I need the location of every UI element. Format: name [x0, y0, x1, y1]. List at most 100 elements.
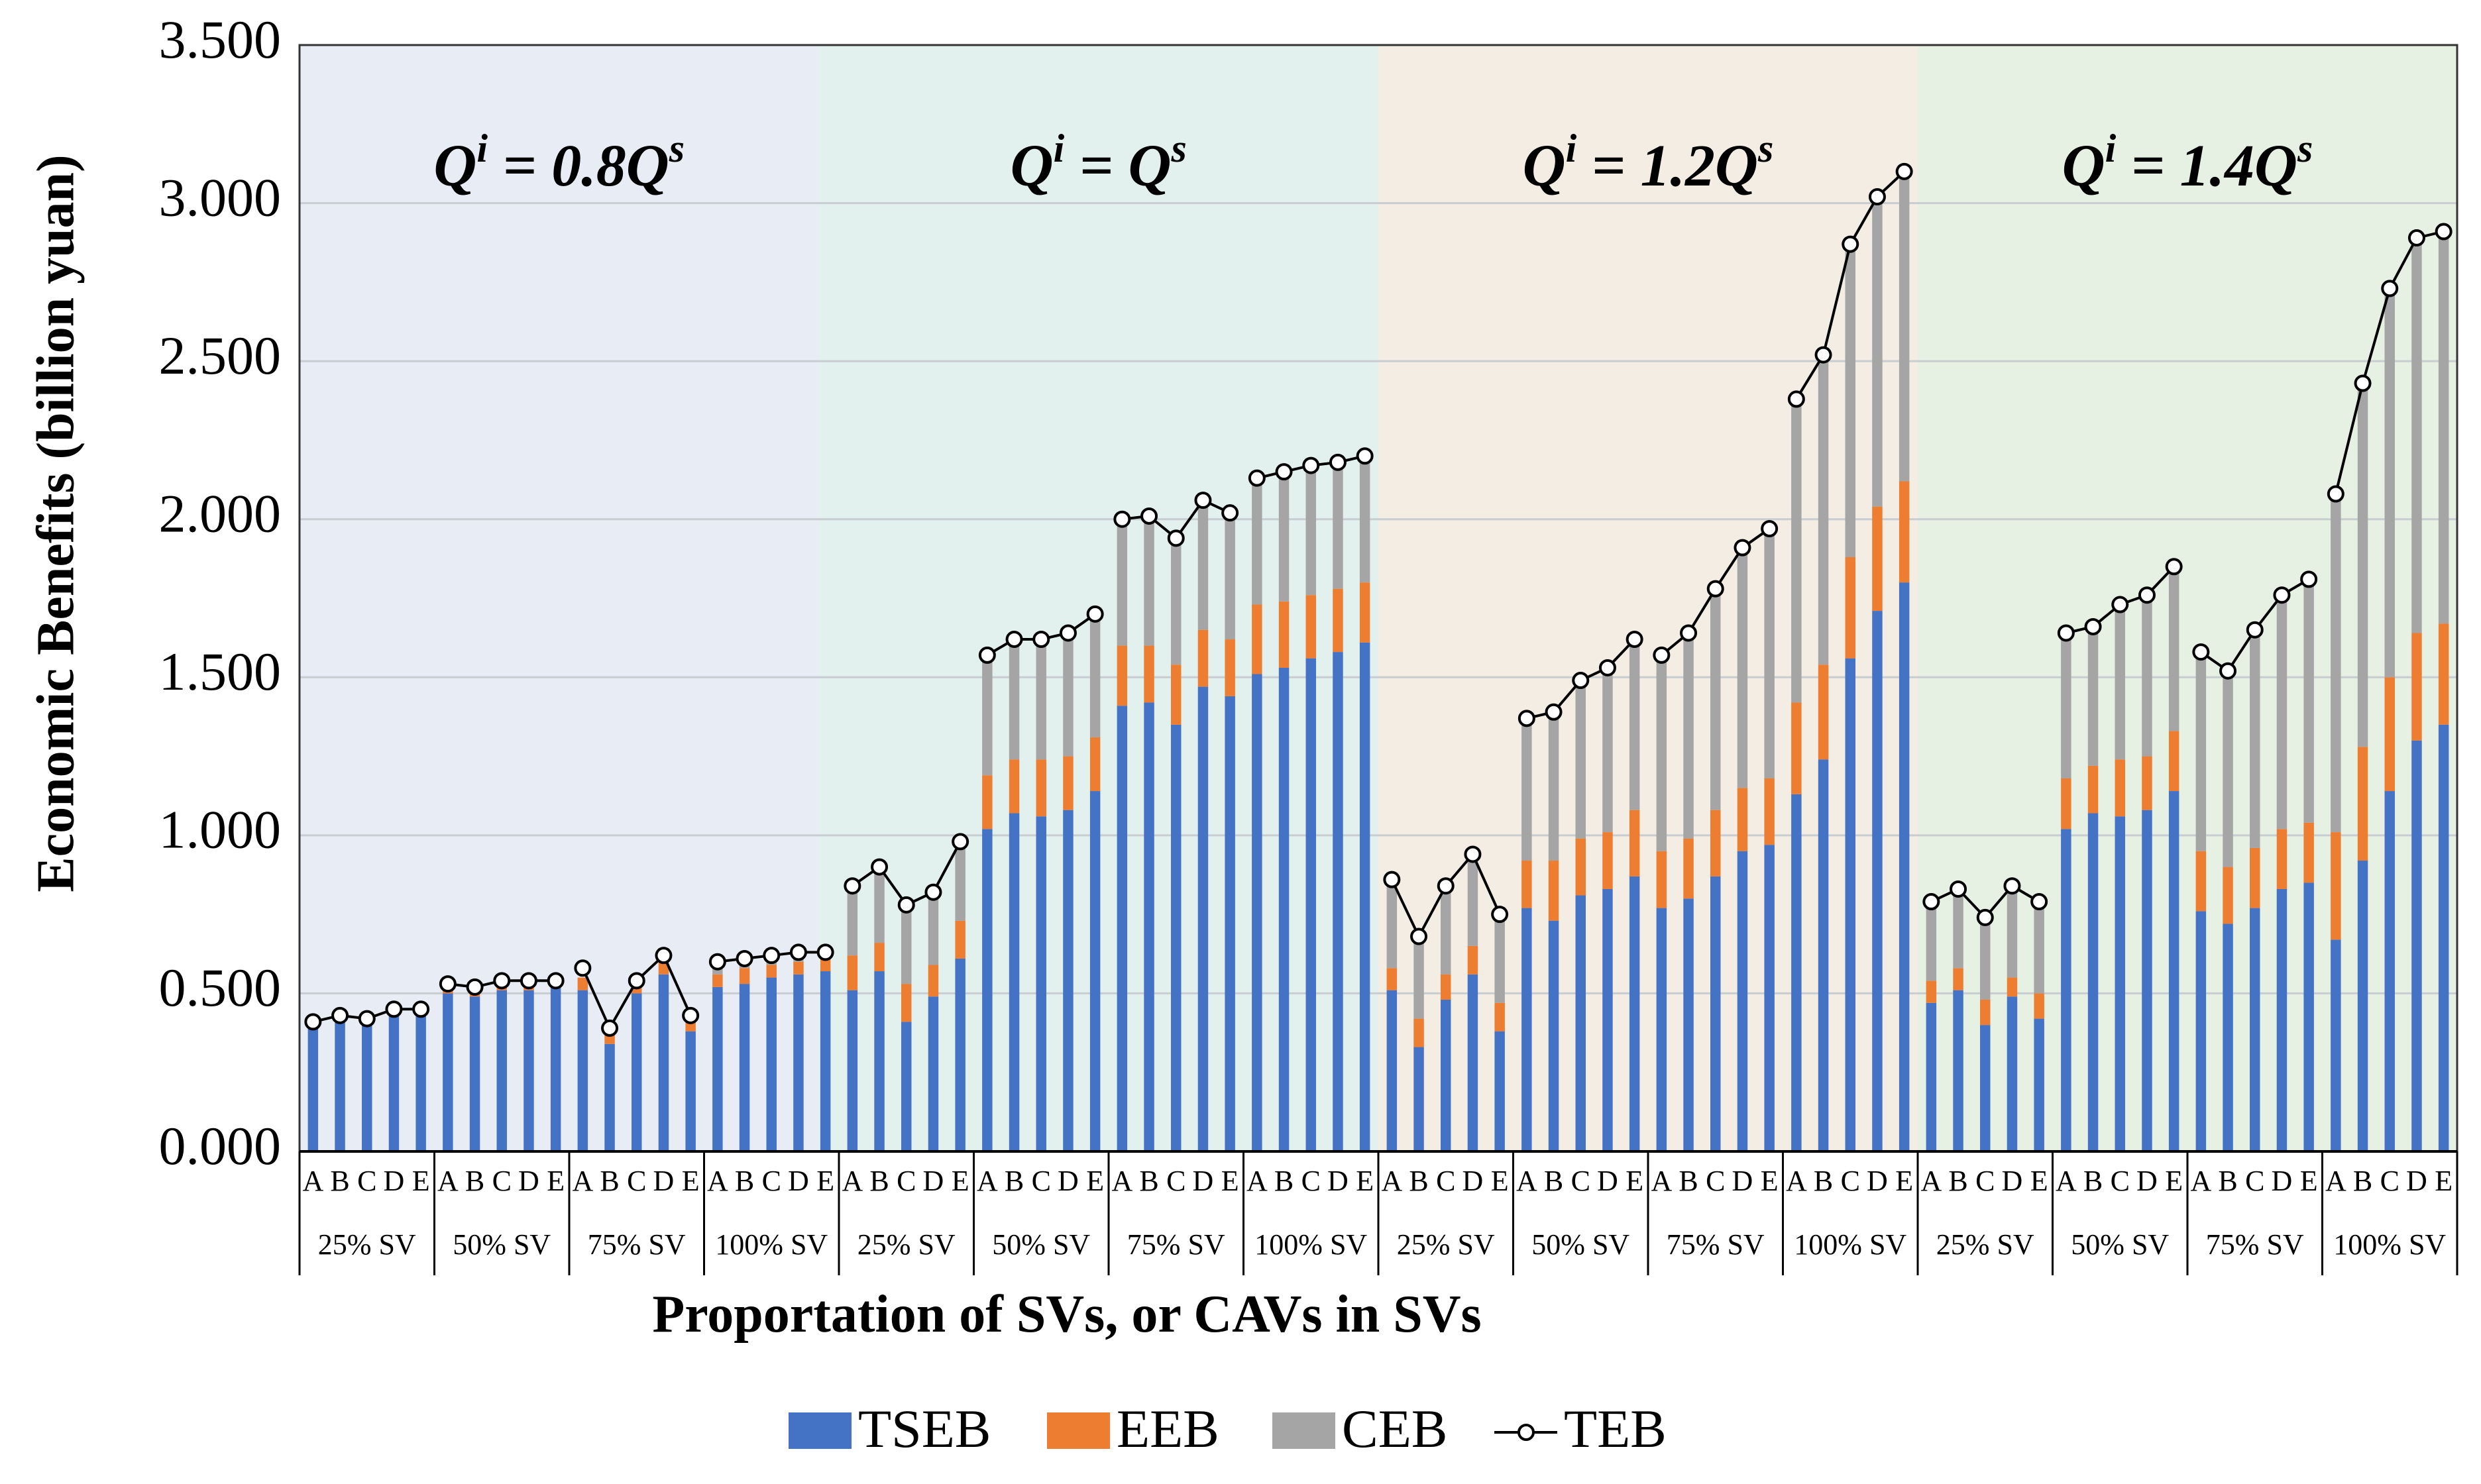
- category-label: C: [2111, 1165, 2130, 1197]
- category-label: E: [1626, 1165, 1643, 1197]
- bar-tseb: [1845, 658, 1855, 1151]
- bar-tseb: [1467, 974, 1478, 1151]
- bar-tseb: [415, 1012, 426, 1151]
- y-tick-label: 3.500: [159, 9, 282, 70]
- bar-tseb: [1791, 794, 1802, 1151]
- bar-ceb: [1656, 661, 1667, 851]
- category-label: E: [1761, 1165, 1779, 1197]
- bar-eeb: [2061, 778, 2071, 829]
- teb-marker: [1545, 703, 1563, 721]
- category-label: A: [1516, 1165, 1537, 1197]
- bar-eeb: [1333, 588, 1343, 653]
- category-label: A: [1381, 1165, 1402, 1197]
- bar-tseb: [1036, 816, 1046, 1151]
- teb-marker: [1814, 346, 1832, 364]
- teb-marker: [763, 947, 781, 965]
- bar-tseb: [577, 990, 588, 1151]
- category-label: D: [384, 1165, 405, 1197]
- x-axis-title: Proportation of SVs, or CAVs in SVs: [652, 1285, 1481, 1344]
- bar-tseb: [1171, 724, 1182, 1151]
- teb-marker: [547, 972, 565, 990]
- teb-marker: [1653, 646, 1671, 664]
- category-label: B: [600, 1165, 619, 1197]
- bar-ceb: [1548, 712, 1559, 861]
- teb-marker: [2192, 643, 2210, 661]
- bar-tseb: [1278, 667, 1290, 1151]
- legend-label-tseb: TSEB: [858, 1399, 991, 1459]
- bar-eeb: [1171, 664, 1182, 725]
- bar-tseb: [550, 986, 561, 1151]
- bar-eeb: [2223, 867, 2233, 924]
- bar-ceb: [2411, 238, 2422, 633]
- bar-ceb: [1171, 541, 1182, 665]
- category-label: B: [1948, 1165, 1967, 1197]
- bar-eeb: [847, 955, 858, 990]
- bar-tseb: [1359, 642, 1370, 1151]
- bar-ceb: [1953, 888, 1963, 969]
- scenario-labels: Qi = 0.8Qs Qi = Qs Qi = 1.2Qs Qi = 1.4Qs: [433, 127, 2313, 199]
- bar-ceb: [1737, 547, 1748, 788]
- teb-marker: [439, 975, 457, 993]
- legend-label-ceb: CEB: [1342, 1399, 1447, 1459]
- category-label: D: [2002, 1165, 2023, 1197]
- category-label: C: [1706, 1165, 1725, 1197]
- bar-ceb: [1333, 462, 1343, 589]
- category-label: A: [1246, 1165, 1268, 1197]
- legend-swatch-teb-marker: [1517, 1424, 1535, 1441]
- category-label: C: [357, 1165, 376, 1197]
- bar-tseb: [1683, 898, 1694, 1151]
- bar-eeb: [685, 1022, 696, 1032]
- bar-ceb: [847, 886, 858, 956]
- teb-marker: [2381, 280, 2399, 297]
- category-label: B: [1274, 1165, 1294, 1197]
- bar-eeb: [1764, 778, 1775, 845]
- teb-marker: [520, 972, 537, 990]
- scenario-label-3: Qi = 1.2Qs: [1523, 127, 1774, 199]
- bar-ceb: [2276, 592, 2288, 829]
- bar-ceb: [1441, 886, 1451, 975]
- teb-marker: [358, 1010, 376, 1028]
- bar-tseb: [2276, 888, 2288, 1151]
- teb-marker: [844, 877, 861, 895]
- category-label: C: [1571, 1165, 1590, 1197]
- bar-tseb: [1575, 895, 1586, 1151]
- teb-marker: [2030, 893, 2048, 911]
- bar-tseb: [388, 1015, 400, 1151]
- teb-marker: [1221, 504, 1239, 522]
- group-label: 75% SV: [588, 1228, 686, 1261]
- bar-ceb: [2142, 595, 2152, 757]
- group-label: 75% SV: [2206, 1228, 2304, 1261]
- teb-marker: [1194, 492, 1212, 509]
- teb-marker: [2407, 229, 2425, 247]
- category-label: D: [788, 1165, 809, 1197]
- category-label: C: [1975, 1165, 1995, 1197]
- bar-ceb: [955, 841, 965, 921]
- teb-marker: [708, 953, 726, 971]
- category-label: E: [1356, 1165, 1374, 1197]
- bar-ceb: [1926, 898, 1937, 981]
- category-label: D: [1193, 1165, 1214, 1197]
- teb-marker: [736, 949, 753, 967]
- bar-tseb: [469, 996, 480, 1151]
- teb-marker: [304, 1013, 322, 1031]
- teb-marker: [789, 943, 807, 961]
- teb-marker: [628, 972, 645, 990]
- bar-tseb: [1252, 674, 1262, 1151]
- category-label: E: [682, 1165, 700, 1197]
- category-label: A: [1786, 1165, 1807, 1197]
- category-label: D: [1058, 1165, 1079, 1197]
- bar-tseb: [632, 993, 642, 1151]
- category-label: B: [869, 1165, 889, 1197]
- bar-eeb: [2087, 765, 2099, 814]
- bar-tseb: [712, 986, 723, 1151]
- category-label: D: [518, 1165, 539, 1197]
- group-label: 50% SV: [453, 1228, 551, 1261]
- bar-eeb: [2168, 731, 2179, 792]
- group-label: 50% SV: [1531, 1228, 1629, 1261]
- teb-marker: [1356, 447, 1374, 465]
- bar-eeb: [2331, 832, 2341, 940]
- bar-ceb: [2331, 494, 2341, 833]
- bar-eeb: [1629, 810, 1640, 876]
- y-tick-label: 2.000: [159, 484, 282, 544]
- group-label: 100% SV: [1794, 1228, 1906, 1261]
